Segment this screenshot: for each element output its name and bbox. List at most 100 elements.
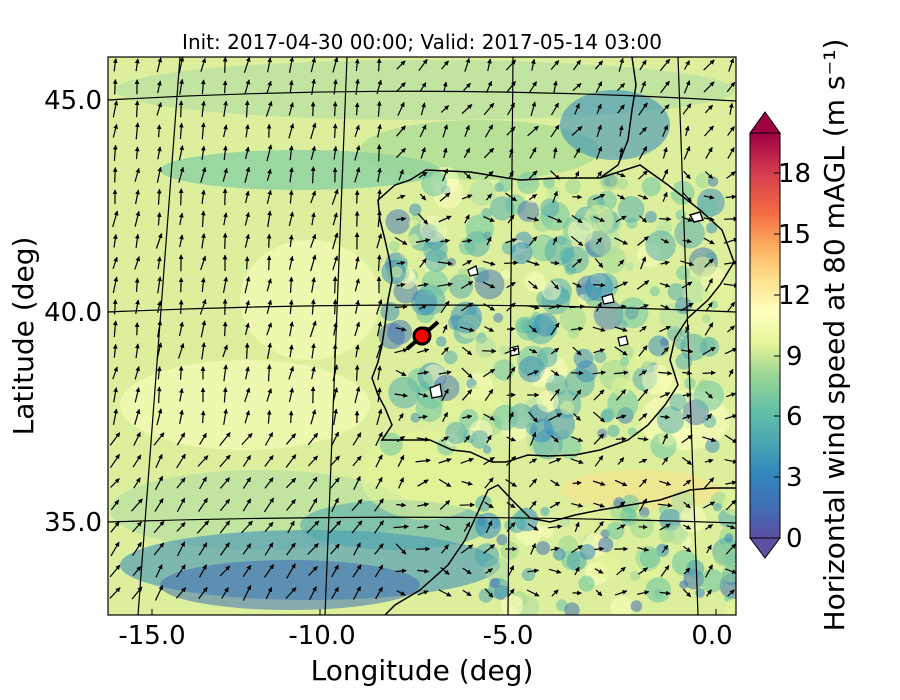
land-speed-patch	[407, 367, 433, 394]
wind-arrow	[461, 346, 473, 356]
wind-arrow	[310, 233, 317, 248]
wind-arrow	[726, 524, 736, 530]
wind-arrow	[351, 520, 363, 534]
wind-arrow	[288, 102, 294, 116]
wind-arrow	[659, 590, 671, 596]
wind-arrow	[308, 497, 318, 513]
wind-arrow	[550, 322, 560, 336]
wind-arrow	[375, 476, 383, 489]
wind-arrow	[134, 100, 140, 118]
wind-arrow	[156, 256, 162, 270]
wind-arrow	[683, 567, 691, 575]
wind-arrow	[131, 498, 143, 512]
y-tick-label: 35.0	[44, 508, 102, 538]
wind-arrow	[134, 167, 141, 182]
wind-arrow	[354, 344, 360, 358]
wind-arrow	[438, 370, 452, 376]
wind-arrow	[439, 524, 451, 530]
wind-arrow	[200, 189, 206, 204]
wind-arrow	[287, 520, 295, 534]
wind-arrow	[176, 541, 186, 557]
land-speed-patch	[639, 547, 660, 569]
wind-arrow	[245, 366, 250, 380]
wind-arrow	[618, 147, 624, 159]
wind-arrow	[724, 347, 736, 355]
wind-arrow	[157, 146, 162, 160]
wind-arrow	[134, 58, 140, 72]
wind-arrow	[354, 58, 360, 72]
wind-arrow	[442, 168, 449, 182]
wind-arrow	[484, 326, 495, 332]
wind-arrow	[485, 568, 493, 574]
wind-arrow	[460, 544, 474, 554]
wind-arrow	[616, 172, 626, 178]
wind-arrow	[112, 320, 118, 338]
wind-arrow	[134, 366, 140, 380]
wind-arrow	[332, 123, 338, 139]
wind-arrow	[680, 260, 695, 267]
wind-arrow	[198, 497, 208, 513]
wind-arrow	[704, 171, 714, 179]
wind-arrow	[550, 102, 560, 116]
wind-arrow	[528, 236, 538, 246]
land-speed-patch	[508, 515, 526, 534]
wind-arrow	[484, 588, 494, 598]
wind-arrow	[506, 102, 516, 116]
graticule	[108, 57, 736, 615]
wind-arrow	[617, 259, 625, 267]
wind-arrow	[307, 543, 319, 555]
wind-arrow	[659, 392, 671, 398]
wind-arrow	[571, 326, 584, 332]
wind-arrow	[396, 260, 406, 266]
wind-arrow	[376, 321, 382, 337]
wind-arrow	[661, 456, 669, 466]
wind-arrow	[134, 122, 140, 140]
wind-arrow	[396, 194, 406, 200]
wind-arrow	[178, 166, 185, 183]
wind-arrow	[242, 543, 252, 555]
wind-arrow	[617, 457, 625, 465]
wind-arrow	[266, 278, 272, 292]
wind-arrow	[438, 478, 452, 488]
wind-arrow	[638, 146, 648, 160]
wind-arrow	[506, 436, 516, 442]
wind-arrow	[592, 193, 606, 201]
wind-arrow	[175, 587, 187, 599]
wind-arrow	[179, 388, 184, 402]
colorbar-tick-label: 9	[786, 342, 803, 372]
land-speed-patch	[497, 177, 512, 192]
wind-arrow	[176, 522, 186, 532]
wind-arrow	[178, 365, 184, 380]
wind-arrow	[486, 236, 492, 246]
wind-arrow	[659, 523, 671, 531]
wind-arrow	[110, 499, 120, 511]
wind-arrow	[179, 234, 184, 248]
wind-arrow	[244, 387, 251, 403]
wind-arrow	[551, 589, 559, 597]
wind-arrow	[724, 414, 736, 420]
land-speed-patch	[470, 430, 490, 449]
wind-arrow	[285, 433, 297, 445]
wind-arrow	[702, 346, 716, 356]
wind-arrow	[482, 281, 496, 289]
wind-arrow	[574, 103, 580, 115]
wind-arrow	[201, 233, 206, 249]
wind-arrow	[309, 586, 317, 600]
wind-arrow	[728, 368, 734, 377]
wind-arrow	[310, 190, 316, 204]
wind-arrow	[331, 564, 339, 578]
wind-arrow	[395, 326, 407, 332]
wind-arrow	[266, 80, 272, 93]
wind-arrow	[595, 589, 603, 597]
wind-arrow	[461, 480, 473, 486]
land-speed-patch	[524, 271, 546, 293]
wind-arrow	[244, 322, 250, 336]
wind-arrow	[506, 501, 516, 509]
wind-arrow	[417, 213, 429, 225]
wind-arrow	[574, 170, 580, 179]
wind-arrow	[596, 103, 602, 115]
wind-arrow	[153, 542, 165, 556]
wind-arrow	[178, 321, 184, 337]
land-speed-patch	[702, 414, 717, 428]
wind-arrow	[662, 191, 668, 202]
